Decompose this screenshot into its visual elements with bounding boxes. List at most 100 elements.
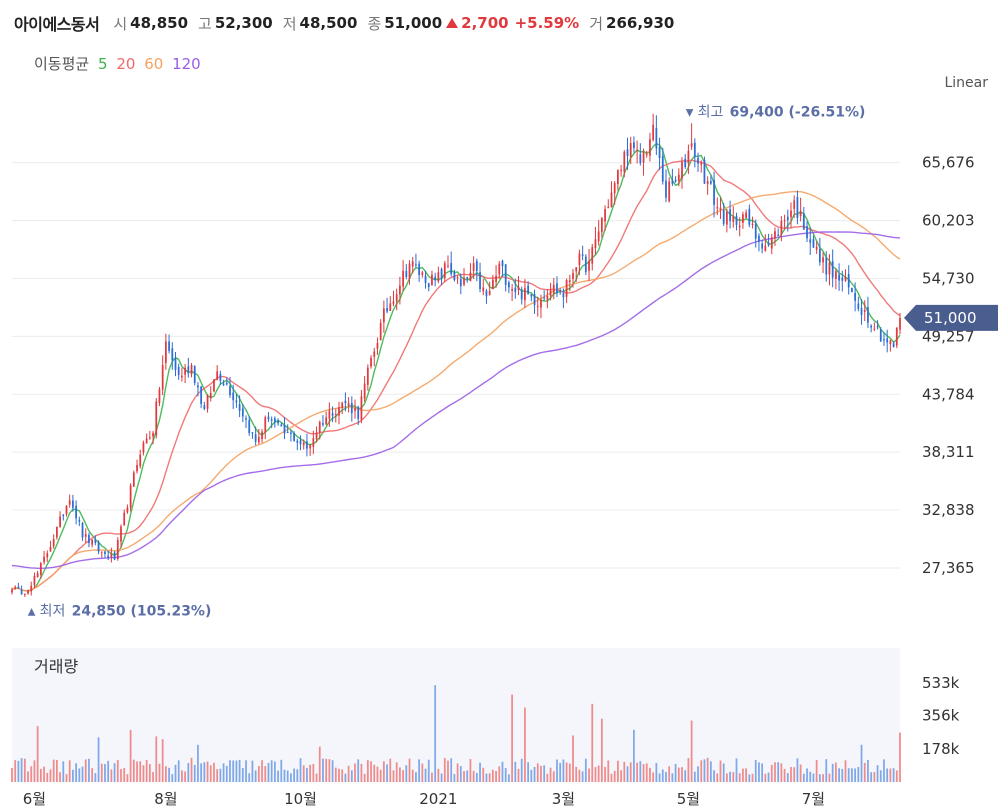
candle xyxy=(434,272,437,287)
candle-body xyxy=(129,485,132,508)
candle-body xyxy=(184,367,186,375)
candle xyxy=(700,160,703,173)
volume-bar xyxy=(232,760,235,782)
volume-bar xyxy=(418,759,421,782)
candle-body xyxy=(257,437,260,443)
candle-body xyxy=(43,556,45,563)
volume-bar xyxy=(495,771,497,782)
volume-bar xyxy=(11,767,13,782)
candle xyxy=(203,401,206,411)
volume-bar xyxy=(334,767,337,782)
candle-body xyxy=(33,575,36,585)
candle-body xyxy=(315,432,318,440)
volume-bar xyxy=(793,767,796,782)
candle xyxy=(799,197,802,222)
candle xyxy=(578,249,581,276)
candle-body xyxy=(879,329,882,342)
volume-bar xyxy=(55,759,58,782)
candle xyxy=(91,538,94,548)
candle-body xyxy=(703,160,706,184)
candle-body xyxy=(876,326,879,328)
candle xyxy=(565,278,568,303)
candle-body xyxy=(312,438,315,447)
close-value: 51,000 xyxy=(384,14,443,32)
candle xyxy=(52,534,55,549)
volume-bar xyxy=(729,771,731,782)
volume-bar xyxy=(610,773,613,782)
candle-body xyxy=(456,277,459,279)
candle xyxy=(36,570,39,578)
candle-body xyxy=(684,158,687,168)
volume-bar xyxy=(806,768,808,782)
candle xyxy=(379,319,382,341)
candle-body xyxy=(463,277,465,285)
candle xyxy=(245,415,247,429)
candle xyxy=(97,540,100,555)
candle-body xyxy=(671,180,674,184)
candle-body xyxy=(802,213,805,230)
candle-body xyxy=(652,124,655,140)
candle xyxy=(84,528,87,544)
volume-bar xyxy=(575,766,578,782)
volume-bar xyxy=(703,759,706,782)
candle xyxy=(742,211,744,229)
candle xyxy=(136,459,138,474)
candle xyxy=(241,403,244,423)
candle xyxy=(671,168,674,186)
candle-body xyxy=(251,432,254,434)
candle-body xyxy=(248,420,251,434)
volume-bar xyxy=(75,763,77,782)
volume-bar xyxy=(190,757,193,782)
volume-bar xyxy=(517,768,520,782)
candle-body xyxy=(264,417,267,433)
candle xyxy=(370,355,372,369)
price-tick-label: 65,676 xyxy=(922,154,975,172)
candle xyxy=(251,431,254,439)
candle-body xyxy=(495,275,497,282)
price-tick-label: 38,311 xyxy=(922,443,975,461)
volume-bar xyxy=(748,774,751,782)
volume-bar xyxy=(530,769,533,782)
candle-body xyxy=(479,272,481,290)
volume-bar xyxy=(33,760,36,782)
candle-body xyxy=(389,303,392,311)
ma-legend-label: 이동평균 xyxy=(34,55,90,73)
volume-bar xyxy=(261,760,263,782)
volume-bar xyxy=(354,763,356,782)
candle xyxy=(197,381,199,397)
candle xyxy=(399,276,401,305)
volume-bar xyxy=(684,770,687,782)
candle xyxy=(873,322,876,332)
up-triangle-icon xyxy=(446,18,459,28)
candle-body xyxy=(100,551,103,553)
volume-bar xyxy=(251,760,254,782)
scale-toggle[interactable]: Linear xyxy=(944,75,988,91)
moving-average-legend[interactable]: 이동평균 5 20 60 120 xyxy=(34,53,205,74)
volume-bar xyxy=(584,758,587,782)
volume-bar xyxy=(508,774,510,782)
volume-bar xyxy=(767,772,770,782)
candle-body xyxy=(325,417,328,425)
candle-body xyxy=(437,272,440,282)
volume-bar xyxy=(815,760,818,782)
volume-bar xyxy=(556,759,558,782)
candle xyxy=(107,550,110,561)
candle xyxy=(572,268,574,288)
volume-bar xyxy=(65,774,68,782)
candle-body xyxy=(844,276,847,281)
volume-bar xyxy=(440,773,443,782)
volume-bar xyxy=(245,760,247,782)
candle xyxy=(681,157,683,189)
volume-bar xyxy=(851,768,853,782)
last-price-badge-shape xyxy=(904,304,998,331)
volume-bar xyxy=(132,759,135,782)
candle xyxy=(447,255,449,269)
candle-body xyxy=(309,445,312,449)
volume-bar xyxy=(145,759,148,782)
volume-bar xyxy=(389,758,392,782)
candle-body xyxy=(164,341,167,363)
candle xyxy=(546,289,549,309)
candle-body xyxy=(408,263,411,279)
candle xyxy=(620,164,622,177)
